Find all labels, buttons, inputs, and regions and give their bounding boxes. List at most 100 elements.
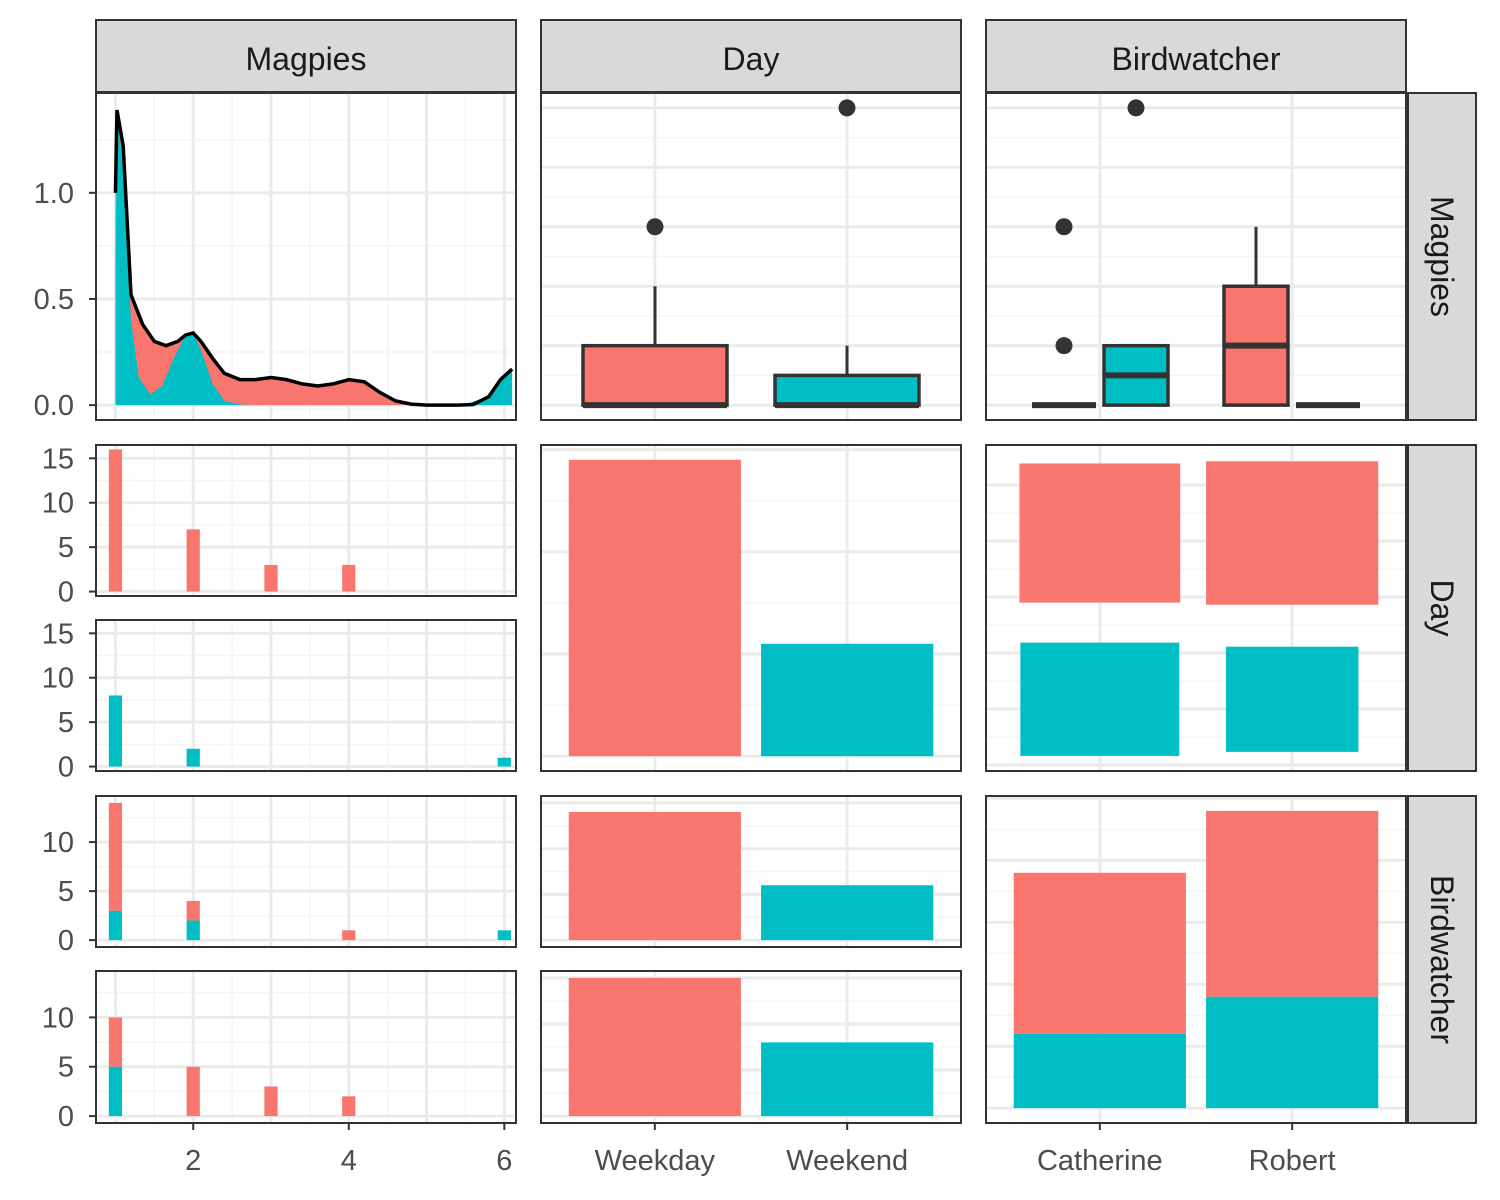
boxplot-catherine-weekend [1102, 99, 1170, 407]
hist-bar-weekday [186, 1066, 200, 1117]
panel-birdwatcher-day-mosaic [985, 444, 1407, 772]
y-tick-label-count: 15 [42, 618, 74, 650]
hist-bar-weekday [186, 900, 200, 921]
x-tick-label-birdwatcher: Catherine [1037, 1145, 1163, 1177]
bar-weekend [761, 885, 934, 941]
stacked-bar-catherine-weekend [1013, 1033, 1186, 1109]
x-tick-label-day: Weekend [786, 1145, 908, 1177]
y-tick-label-count: 0 [58, 752, 74, 784]
mosaic-tile-robert-weekend [1225, 646, 1359, 752]
y-tick-label-count: 0 [58, 925, 74, 957]
x-tick-label-day: Weekday [595, 1145, 716, 1177]
panel-border [540, 970, 962, 1124]
boxplot-robert-weekday [1222, 226, 1290, 407]
hist-bar-weekday [342, 930, 356, 941]
panel-hist-magpies-x-birdwatcher-catherine- [95, 795, 517, 948]
bar-weekday [568, 812, 741, 941]
mosaic-tile-catherine-weekend [1020, 642, 1180, 756]
panel-magpies-density [95, 92, 517, 421]
x-tick-label-magpies: 6 [496, 1145, 512, 1177]
row-strip-2 [1407, 795, 1477, 1124]
x-tick-label-magpies: 4 [341, 1145, 357, 1177]
panel-background [96, 796, 516, 947]
outlier-point [1127, 99, 1145, 117]
boxplot-weekend [773, 99, 921, 409]
panel-border [985, 795, 1407, 1124]
hist-bar-weekend [108, 1066, 123, 1117]
panel-border [985, 444, 1407, 772]
stacked-bar-robert-weekday [1206, 810, 1379, 997]
y-tick-label-count: 10 [42, 488, 74, 520]
panel-day-birdwatcher-catherine [540, 795, 962, 948]
y-tick-label-density: 1.0 [34, 178, 74, 210]
box [581, 343, 729, 407]
y-tick-label-count: 10 [42, 827, 74, 859]
y-tick-label-count: 15 [42, 443, 74, 475]
panel-background [96, 445, 516, 596]
row-strip-label: Birdwatcher [1424, 875, 1460, 1044]
y-tick-label-count: 5 [58, 876, 74, 908]
panel-hist-magpies-x-day-weekend- [95, 619, 517, 772]
column-strip-0 [95, 19, 517, 93]
density-outline [113, 109, 514, 407]
panel-hist-magpies-x-day-weekday- [95, 444, 517, 597]
panel-border [95, 619, 517, 772]
boxplot-catherine-weekday [1032, 218, 1096, 409]
hist-bar-weekday [108, 1017, 123, 1067]
hist-bar-weekday [342, 1096, 356, 1117]
column-strip-1 [540, 19, 962, 93]
column-strip-label: Day [723, 41, 780, 77]
axes-layer: 0.0 0.5 1.0 0 5 10 15 0 5 10 15 0 5 10 0 5 10 2 4 6 Weekday W… [34, 178, 1336, 1177]
stacked-bar-robert-weekend [1206, 996, 1379, 1109]
x-tick-label-birdwatcher: Robert [1249, 1145, 1336, 1177]
row-strip-1 [1407, 444, 1477, 772]
outlier-point [646, 218, 664, 236]
panel-birdwatcher-birdwatcher-stacked [985, 795, 1407, 1124]
y-tick-label-density: 0.5 [34, 284, 74, 316]
panels-layer [95, 92, 1407, 1124]
hist-bar-weekend [186, 920, 200, 941]
boxplot-weekday [581, 218, 729, 409]
hist-bar-weekday [186, 529, 200, 592]
y-tick-label-count: 5 [58, 707, 74, 739]
panel-hist-magpies-x-birdwatcher-robert- [95, 970, 517, 1124]
bar-weekday [568, 459, 741, 757]
x-tick-label-magpies: 2 [185, 1145, 201, 1177]
hist-bar-weekend [108, 910, 123, 941]
hist-bar-weekend [108, 695, 123, 767]
row-strip-label: Day [1424, 580, 1460, 637]
hist-bar-weekend [497, 757, 511, 767]
panel-border [95, 795, 517, 948]
panel-background [96, 971, 516, 1123]
y-tick-label-count: 0 [58, 577, 74, 609]
outlier-point [838, 99, 856, 117]
y-tick-label-count: 5 [58, 1052, 74, 1084]
y-tick-label-count: 10 [42, 663, 74, 695]
outlier-point [1055, 218, 1073, 236]
panel-border [540, 444, 962, 772]
bar-weekend [761, 1042, 934, 1117]
panel-day-day-bars [540, 444, 962, 772]
panel-day-birdwatcher-robert [540, 970, 962, 1124]
panel-background [96, 620, 516, 771]
panel-boxplot-1 [540, 92, 962, 421]
mosaic-tile-catherine-weekday [1019, 463, 1181, 603]
hist-bar-weekday [342, 564, 356, 592]
hist-bar-weekday [108, 449, 123, 592]
outlier-point [1055, 337, 1073, 355]
hist-bar-weekday [108, 802, 123, 911]
column-strip-label: Magpies [246, 41, 367, 77]
hist-bar-weekday [264, 1086, 278, 1117]
y-tick-label-count: 5 [58, 532, 74, 564]
y-tick-label-count: 0 [58, 1101, 74, 1133]
hist-bar-weekend [186, 748, 200, 767]
row-strip-label: Magpies [1424, 196, 1460, 317]
column-strip-label: Birdwatcher [1112, 41, 1281, 77]
strips-layer: Magpies Day Birdwatcher Magpies Day Birdwatch… [95, 19, 1477, 1124]
hist-bar-weekday [264, 564, 278, 592]
mosaic-tile-robert-weekday [1206, 461, 1379, 605]
y-tick-label-count: 10 [42, 1002, 74, 1034]
row-strip-0 [1407, 92, 1477, 421]
density-area-weekday [115, 114, 513, 406]
